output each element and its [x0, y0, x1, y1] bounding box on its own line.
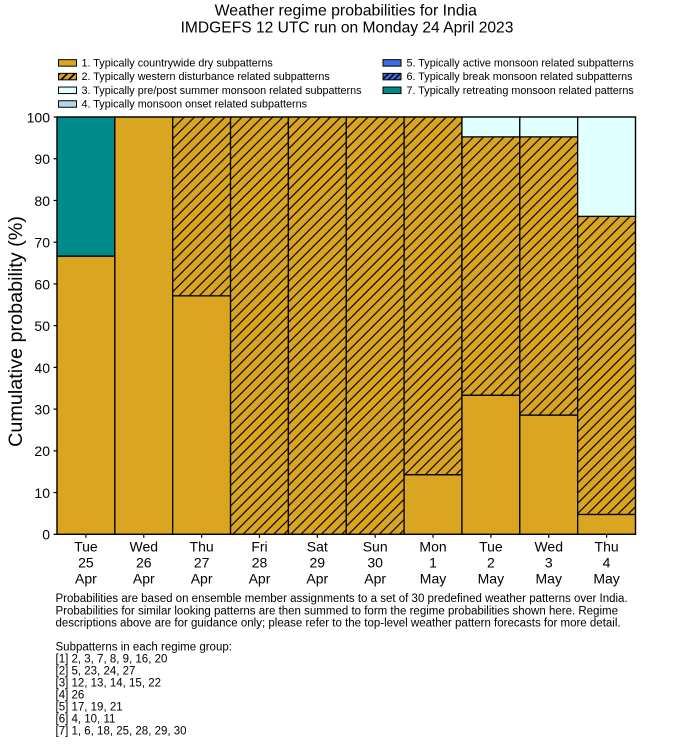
svg-text:Wed: Wed — [130, 539, 159, 555]
svg-text:60: 60 — [34, 276, 50, 292]
svg-text:1. Typically countrywide dry s: 1. Typically countrywide dry subpatterns — [82, 58, 274, 70]
svg-text:[7] 1, 6, 18, 25, 28, 29, 30: [7] 1, 6, 18, 25, 28, 29, 30 — [56, 726, 187, 738]
svg-text:10: 10 — [34, 485, 50, 501]
svg-text:3. Typically pre/post summer m: 3. Typically pre/post summer monsoon rel… — [82, 85, 363, 97]
svg-text:0: 0 — [42, 527, 50, 543]
svg-text:3: 3 — [545, 555, 553, 571]
svg-text:27: 27 — [194, 555, 210, 571]
svg-text:Apr: Apr — [306, 571, 328, 587]
svg-text:Wed: Wed — [534, 539, 563, 555]
svg-text:Apr: Apr — [191, 571, 213, 587]
svg-text:25: 25 — [78, 555, 94, 571]
svg-text:Tue: Tue — [479, 539, 503, 555]
svg-text:Probabilities are based on ens: Probabilities are based on ensemble memb… — [56, 593, 628, 605]
svg-text:20: 20 — [34, 443, 50, 459]
svg-text:50: 50 — [34, 318, 50, 334]
svg-text:5. Typically active monsoon re: 5. Typically active monsoon related subp… — [407, 58, 635, 70]
svg-text:Thu: Thu — [190, 539, 214, 555]
svg-text:2. Typically western disturban: 2. Typically western disturbance related… — [82, 71, 331, 83]
svg-text:28: 28 — [252, 555, 268, 571]
svg-text:Mon: Mon — [419, 539, 446, 555]
svg-text:2: 2 — [487, 555, 495, 571]
svg-text:Thu: Thu — [595, 539, 619, 555]
svg-text:6. Typically break monsoon rel: 6. Typically break monsoon related subpa… — [407, 71, 634, 83]
svg-text:4. Typically monsoon onset rel: 4. Typically monsoon onset related subpa… — [82, 99, 308, 111]
svg-text:Tue: Tue — [74, 539, 98, 555]
svg-text:Apr: Apr — [133, 571, 155, 587]
svg-text:30: 30 — [367, 555, 383, 571]
svg-text:40: 40 — [34, 360, 50, 376]
svg-text:[5] 17, 19, 21: [5] 17, 19, 21 — [56, 702, 123, 714]
svg-text:Apr: Apr — [364, 571, 386, 587]
svg-text:[4] 26: [4] 26 — [56, 690, 85, 702]
svg-text:26: 26 — [136, 555, 152, 571]
svg-text:[1] 2, 3, 7, 8, 9, 16, 20: [1] 2, 3, 7, 8, 9, 16, 20 — [56, 654, 168, 666]
svg-text:90: 90 — [34, 151, 50, 167]
svg-text:May: May — [593, 571, 619, 587]
svg-text:70: 70 — [34, 235, 50, 251]
svg-text:29: 29 — [310, 555, 326, 571]
svg-text:Cumulative probability (%): Cumulative probability (%) — [5, 216, 27, 447]
svg-text:May: May — [420, 571, 446, 587]
svg-text:100: 100 — [27, 109, 51, 125]
svg-text:4: 4 — [603, 555, 611, 571]
svg-text:Sun: Sun — [363, 539, 388, 555]
svg-text:Apr: Apr — [249, 571, 271, 587]
svg-text:Fri: Fri — [251, 539, 267, 555]
svg-text:80: 80 — [34, 193, 50, 209]
svg-text:Probabilities for similar look: Probabilities for similar looking patter… — [56, 605, 618, 617]
svg-text:Apr: Apr — [75, 571, 97, 587]
svg-text:Subpatterns in each regime gro: Subpatterns in each regime group: — [56, 642, 232, 654]
svg-text:Sat: Sat — [307, 539, 328, 555]
svg-text:Weather regime probabilities f: Weather regime probabilities for India — [215, 3, 477, 20]
svg-text:descriptions above are for gui: descriptions above are for guidance only… — [56, 618, 621, 630]
svg-text:7. Typically retreating monsoo: 7. Typically retreating monsoon related … — [407, 85, 635, 97]
svg-text:1: 1 — [429, 555, 437, 571]
svg-text:30: 30 — [34, 402, 50, 418]
svg-text:[2] 5, 23, 24, 27: [2] 5, 23, 24, 27 — [56, 666, 136, 678]
svg-text:May: May — [536, 571, 562, 587]
svg-text:IMDGEFS 12 UTC run on Monday 2: IMDGEFS 12 UTC run on Monday 24 April 20… — [181, 19, 514, 36]
svg-text:[6] 4, 10, 11: [6] 4, 10, 11 — [56, 714, 116, 726]
svg-text:May: May — [478, 571, 504, 587]
svg-text:[3] 12, 13, 14, 15, 22: [3] 12, 13, 14, 15, 22 — [56, 678, 162, 690]
